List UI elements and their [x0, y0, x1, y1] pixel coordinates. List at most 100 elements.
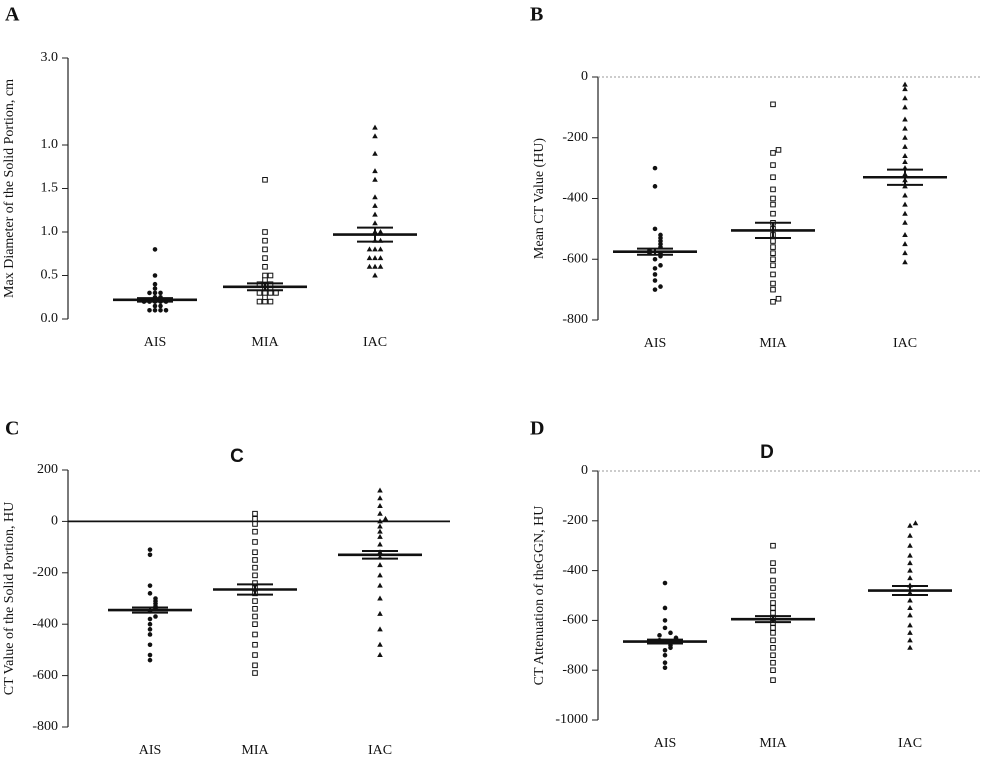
- data-point: [902, 81, 908, 87]
- panel-label: B: [530, 4, 543, 26]
- data-point: [907, 597, 913, 603]
- data-point: [652, 266, 658, 271]
- data-point: [377, 533, 383, 539]
- y-axis-label: Mean CT Value (HU): [532, 138, 547, 260]
- data-point: [770, 238, 776, 244]
- x-tick-label: IAC: [893, 336, 917, 351]
- y-tick-label: -1000: [555, 712, 588, 727]
- data-point: [372, 263, 378, 269]
- data-point: [902, 152, 908, 158]
- data-point: [907, 532, 913, 538]
- data-point: [907, 542, 913, 548]
- data-point: [770, 250, 776, 256]
- data-point: [652, 256, 658, 262]
- data-point: [662, 660, 668, 666]
- y-tick-label: -800: [562, 662, 588, 677]
- data-point: [377, 229, 384, 234]
- data-point: [902, 192, 908, 198]
- data-point: [902, 250, 908, 256]
- data-point: [372, 133, 378, 139]
- data-point: [770, 186, 776, 193]
- error-bar: [132, 606, 168, 614]
- data-point: [770, 659, 776, 666]
- data-point: [902, 241, 908, 247]
- data-point: [153, 596, 158, 601]
- data-point: [662, 580, 668, 586]
- data-point: [770, 271, 776, 278]
- data-point: [252, 621, 258, 628]
- data-point: [902, 201, 908, 207]
- data-point: [262, 272, 268, 279]
- data-point: [377, 487, 383, 493]
- data-point: [147, 583, 153, 588]
- data-point: [770, 280, 776, 287]
- data-point: [770, 162, 776, 168]
- y-tick-label: 3.0: [41, 50, 59, 65]
- data-point: [262, 177, 268, 183]
- data-point: [907, 560, 913, 566]
- data-point: [907, 522, 913, 528]
- data-point: [252, 605, 258, 612]
- x-tick-label: MIA: [759, 736, 787, 751]
- data-point: [377, 263, 384, 269]
- data-point: [658, 232, 663, 238]
- data-point: [652, 184, 658, 189]
- data-point: [152, 281, 158, 287]
- data-point: [770, 600, 776, 606]
- y-axis-label: CT Attenuation of theGGN, HU: [532, 506, 547, 686]
- y-tick-label: -400: [32, 616, 58, 631]
- data-point: [147, 308, 152, 313]
- data-point: [377, 502, 383, 508]
- data-point: [770, 244, 776, 250]
- y-tick-label: 0: [581, 69, 588, 84]
- data-point: [252, 510, 258, 517]
- data-point: [658, 284, 663, 289]
- data-point: [252, 652, 258, 658]
- data-point: [770, 567, 776, 574]
- data-point: [147, 627, 153, 632]
- y-tick-label: -200: [562, 513, 588, 528]
- data-point: [158, 303, 163, 309]
- y-tick-label: -200: [32, 565, 58, 580]
- error-bar: [755, 221, 791, 239]
- data-point: [147, 632, 153, 637]
- data-point: [770, 256, 776, 263]
- data-point: [377, 562, 383, 568]
- y-tick-label: 0: [51, 514, 58, 529]
- data-point: [377, 582, 383, 588]
- data-point: [770, 652, 776, 659]
- x-tick-label: MIA: [759, 336, 787, 351]
- data-point: [902, 210, 908, 216]
- data-point: [907, 644, 913, 650]
- data-point: [770, 195, 776, 202]
- data-point: [907, 612, 913, 618]
- data-point: [147, 552, 153, 558]
- y-tick-label: -400: [562, 191, 588, 206]
- data-point: [372, 124, 378, 130]
- x-tick-label: AIS: [139, 743, 162, 758]
- data-point: [658, 263, 663, 268]
- y-tick-label: -200: [562, 130, 588, 145]
- data-point: [770, 262, 776, 269]
- data-point: [902, 95, 908, 101]
- data-point: [158, 290, 163, 296]
- data-point: [377, 523, 383, 529]
- data-point: [262, 237, 268, 244]
- x-tick-label: AIS: [654, 736, 677, 751]
- data-point: [770, 592, 776, 599]
- data-point: [372, 272, 378, 278]
- x-tick-label: IAC: [898, 736, 922, 751]
- y-tick-label: 1.0: [41, 137, 59, 152]
- chart-title: D: [760, 442, 774, 463]
- data-point: [152, 308, 158, 313]
- data-point: [252, 521, 258, 527]
- data-point: [907, 629, 913, 635]
- data-point: [902, 86, 908, 92]
- x-tick-label: AIS: [644, 336, 667, 351]
- data-point: [377, 610, 383, 616]
- data-point: [252, 670, 258, 676]
- data-point: [372, 150, 378, 156]
- error-bar: [755, 615, 791, 624]
- y-tick-label: -800: [32, 719, 58, 734]
- data-point: [775, 295, 782, 302]
